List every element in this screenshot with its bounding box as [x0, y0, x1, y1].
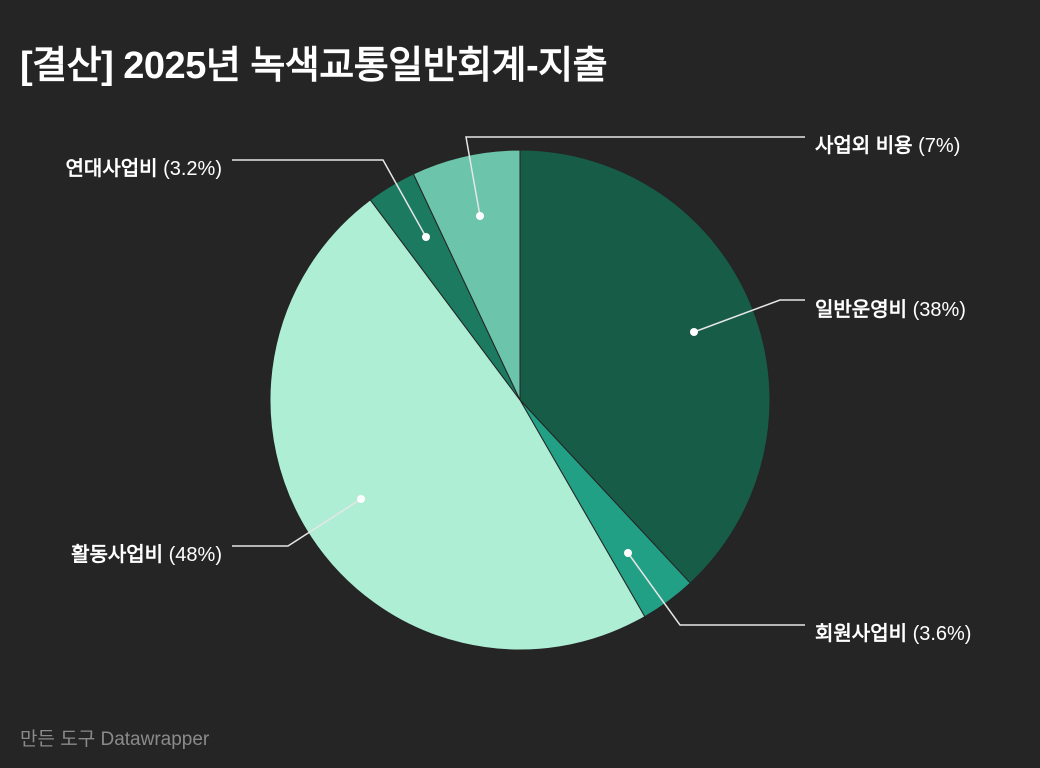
credit-text: 만든 도구 Datawrapper: [20, 729, 210, 750]
slice-label-pct: (3.2%): [163, 158, 222, 180]
slice-label-name: 사업외 비용: [815, 134, 918, 157]
slice-label-2: 활동사업비 (48%): [71, 543, 222, 566]
slice-label-pct: (48%): [169, 544, 222, 566]
leader-line-0: [693, 299, 805, 333]
leader-line-1: [627, 552, 805, 626]
slice-label-0: 일반운영비 (38%): [815, 298, 966, 321]
pie-slice-0: [519, 149, 771, 584]
slice-label-name: 회원사업비: [815, 622, 913, 645]
pie-slice-2: [269, 199, 646, 651]
leader-line-3: [232, 159, 427, 238]
leader-line-2: [232, 498, 362, 547]
pie-slice-4: [412, 149, 521, 401]
chart-title: [결산] 2025년 녹색교통일반회계-지출: [20, 45, 608, 87]
leader-dot-4: [476, 212, 484, 220]
leader-dot-1: [624, 549, 632, 557]
slice-label-3: 연대사업비 (3.2%): [66, 157, 222, 180]
leader-dot-2: [357, 495, 365, 503]
slice-label-name: 일반운영비: [815, 298, 913, 321]
slice-label-pct: (38%): [913, 299, 966, 321]
leader-dot-0: [690, 328, 698, 336]
leader-dot-3: [422, 233, 430, 241]
leader-line-4: [465, 136, 805, 217]
slice-label-4: 사업외 비용 (7%): [815, 134, 960, 157]
slice-label-pct: (3.6%): [913, 623, 972, 645]
slice-label-pct: (7%): [918, 135, 960, 157]
slice-label-1: 회원사업비 (3.6%): [815, 622, 971, 645]
slice-label-name: 연대사업비: [66, 157, 164, 180]
slice-label-name: 활동사업비: [71, 543, 169, 566]
